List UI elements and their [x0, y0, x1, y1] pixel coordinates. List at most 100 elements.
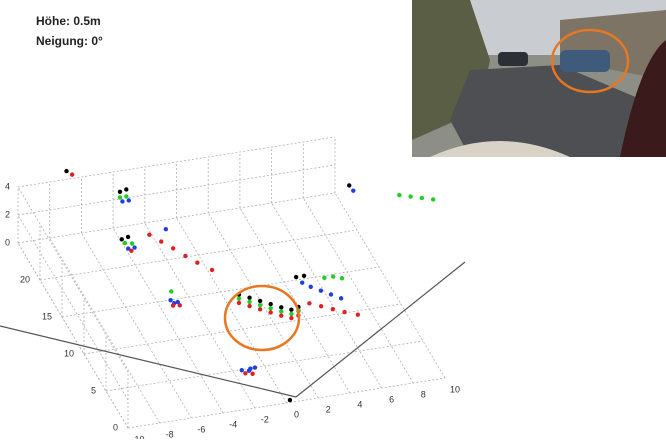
point [247, 299, 252, 305]
grid-line [144, 222, 256, 409]
point [322, 275, 327, 280]
point [318, 288, 324, 293]
point [347, 183, 352, 188]
point [120, 199, 125, 204]
point [69, 172, 75, 177]
point [339, 276, 345, 281]
z-tick-label: 2 [5, 209, 10, 219]
point [279, 313, 284, 318]
photo-road [450, 65, 666, 157]
points [64, 168, 436, 403]
grid-line [49, 237, 161, 424]
grid-line [127, 377, 446, 429]
point [175, 299, 180, 305]
point [289, 315, 294, 321]
point [126, 246, 131, 251]
point [338, 296, 344, 301]
camera-photo [412, 0, 666, 157]
point [117, 195, 123, 200]
point [248, 366, 253, 371]
point [289, 307, 294, 312]
point [159, 239, 164, 244]
grid-line [105, 340, 424, 392]
grid-line [17, 192, 336, 244]
view-line [0, 325, 297, 398]
point [293, 274, 299, 280]
x-tick-label: 6 [389, 394, 394, 404]
point [129, 248, 134, 254]
point [147, 232, 152, 237]
point [239, 368, 244, 373]
point [252, 365, 258, 370]
x-tick-label: -6 [197, 424, 205, 434]
x-tick-label: 4 [357, 399, 362, 409]
point [268, 306, 273, 311]
grid-line [61, 266, 380, 318]
point [430, 197, 436, 202]
point [177, 303, 183, 308]
point [195, 260, 200, 265]
point [331, 274, 336, 279]
point [124, 194, 129, 199]
grid-line [112, 227, 224, 414]
point [236, 296, 242, 301]
point [170, 246, 176, 251]
point [279, 305, 284, 310]
point [268, 310, 273, 315]
point [132, 245, 137, 250]
grid [17, 136, 446, 429]
grid-line [17, 186, 129, 373]
point [419, 195, 425, 201]
y-tick-label: 5 [91, 385, 96, 395]
y-tick-label: 0 [113, 422, 118, 432]
point [163, 227, 169, 232]
point [236, 300, 242, 306]
y-tick-label: 20 [20, 274, 30, 284]
point [243, 371, 248, 376]
point [257, 298, 263, 304]
point [408, 194, 413, 199]
photo-car [498, 52, 528, 66]
photo-mirror [620, 40, 666, 157]
z-tick-label: 4 [5, 181, 10, 191]
point [287, 397, 293, 403]
point [355, 312, 361, 317]
x-tick-label: 2 [326, 404, 331, 414]
y-tick-label: 10 [64, 348, 74, 358]
point [124, 187, 129, 192]
point [170, 303, 176, 308]
grid-line [39, 229, 358, 281]
grid-line [81, 232, 192, 419]
photo-car [560, 50, 610, 72]
point [122, 240, 128, 246]
point [300, 280, 305, 285]
point [250, 371, 255, 376]
grid-line [239, 207, 351, 394]
grid-line [83, 303, 402, 355]
grid-line [17, 214, 129, 401]
point [247, 295, 252, 300]
z-tick-label: 0 [5, 237, 10, 247]
point [129, 241, 135, 246]
point [117, 189, 123, 195]
point [342, 309, 347, 315]
point [397, 192, 402, 198]
x-tick-label: 8 [421, 389, 426, 399]
annotation: Höhe: 0.5m [36, 14, 101, 28]
point [307, 301, 312, 306]
photo-dashboard [430, 141, 570, 157]
grid-line [17, 242, 129, 429]
point [183, 253, 188, 259]
point [209, 267, 215, 273]
grid-line [17, 136, 336, 188]
highlight-circle [550, 28, 630, 94]
point [351, 188, 356, 193]
point [330, 306, 336, 312]
point [125, 234, 131, 240]
point [328, 292, 334, 297]
point [318, 304, 324, 309]
grid-line [17, 164, 336, 216]
point [168, 297, 173, 303]
